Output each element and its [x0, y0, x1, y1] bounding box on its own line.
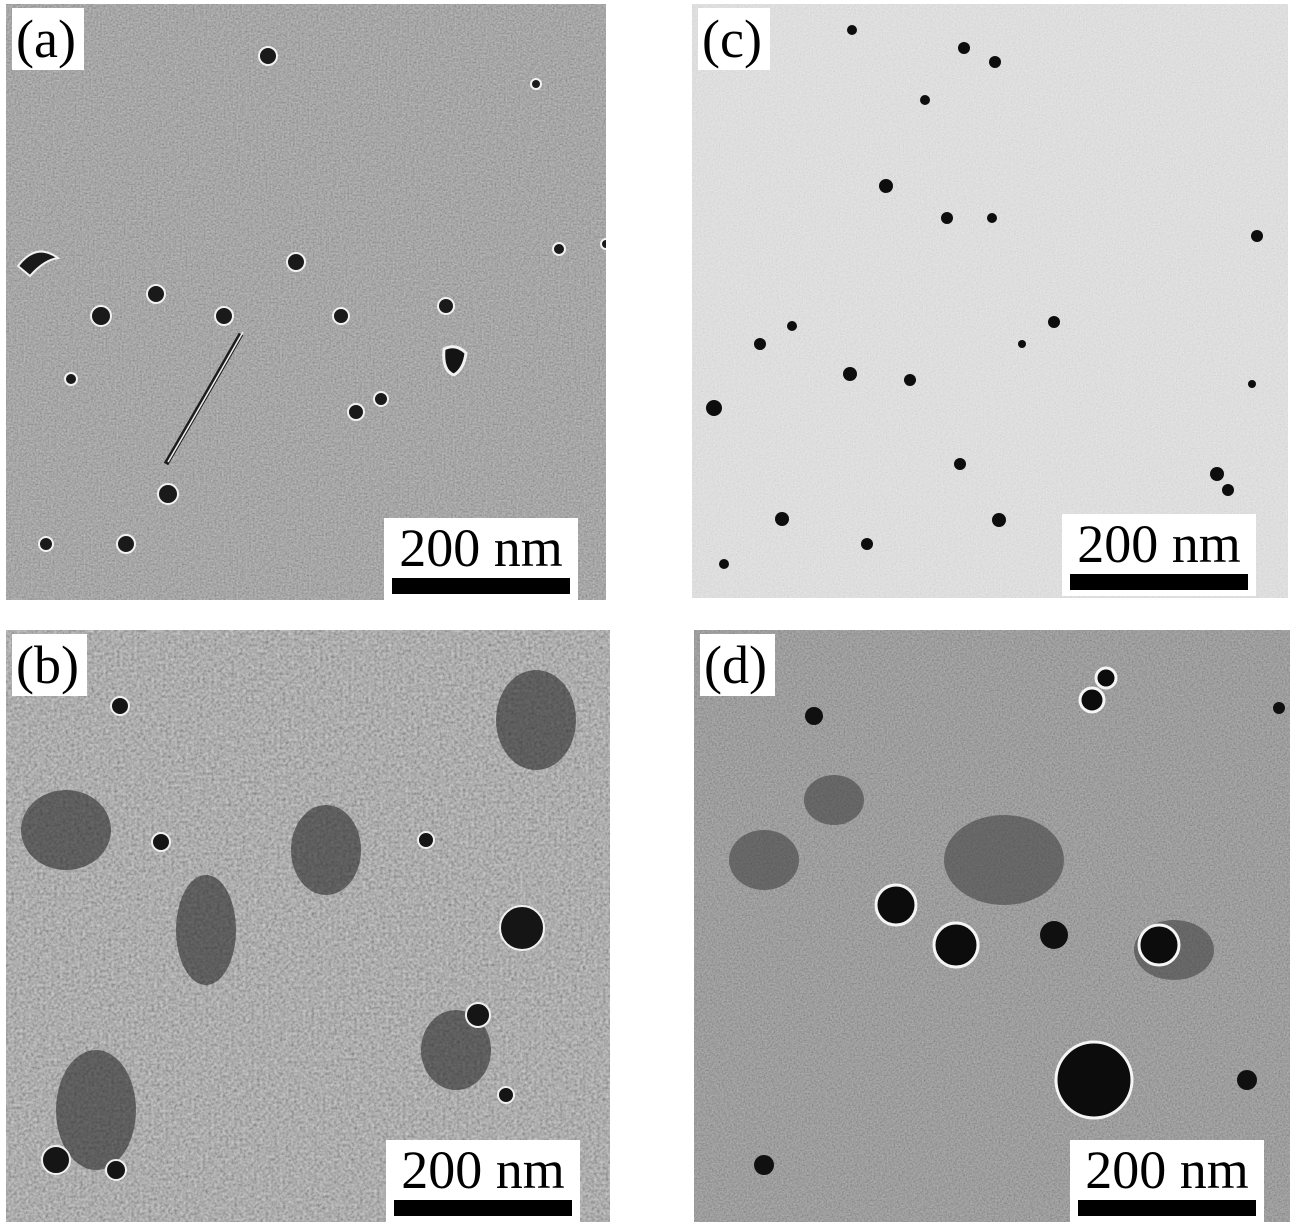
- scale-text-d: 200 nm: [1085, 1140, 1249, 1200]
- scale-bar-b: 200 nm: [386, 1140, 580, 1222]
- scale-bar-a: 200 nm: [384, 518, 578, 600]
- micrograph-panel-b: (b) 200 nm: [6, 630, 610, 1222]
- micrograph-image-d: [694, 630, 1290, 1222]
- scale-bar-line-a: [392, 578, 570, 594]
- scale-text-c: 200 nm: [1077, 514, 1241, 574]
- micrograph-image-c: [692, 4, 1288, 598]
- scale-bar-line-c: [1070, 574, 1248, 590]
- micrograph-panel-c: (c) 200 nm: [692, 4, 1288, 598]
- scale-bar-c: 200 nm: [1062, 514, 1256, 596]
- micrograph-image-b: [6, 630, 610, 1222]
- micrograph-panel-d: (d) 200 nm: [694, 630, 1290, 1222]
- scale-bar-d: 200 nm: [1070, 1140, 1264, 1222]
- panel-label-b: (b): [12, 634, 87, 696]
- panel-label-d: (d): [700, 634, 775, 696]
- scale-bar-line-d: [1078, 1200, 1256, 1216]
- panel-label-a: (a): [12, 8, 84, 70]
- scale-bar-line-b: [394, 1200, 572, 1216]
- panel-label-c: (c): [698, 8, 770, 70]
- scale-text-a: 200 nm: [399, 518, 563, 578]
- micrograph-image-a: [6, 4, 606, 600]
- scale-text-b: 200 nm: [401, 1140, 565, 1200]
- micrograph-panel-a: (a) 200 nm: [6, 4, 606, 600]
